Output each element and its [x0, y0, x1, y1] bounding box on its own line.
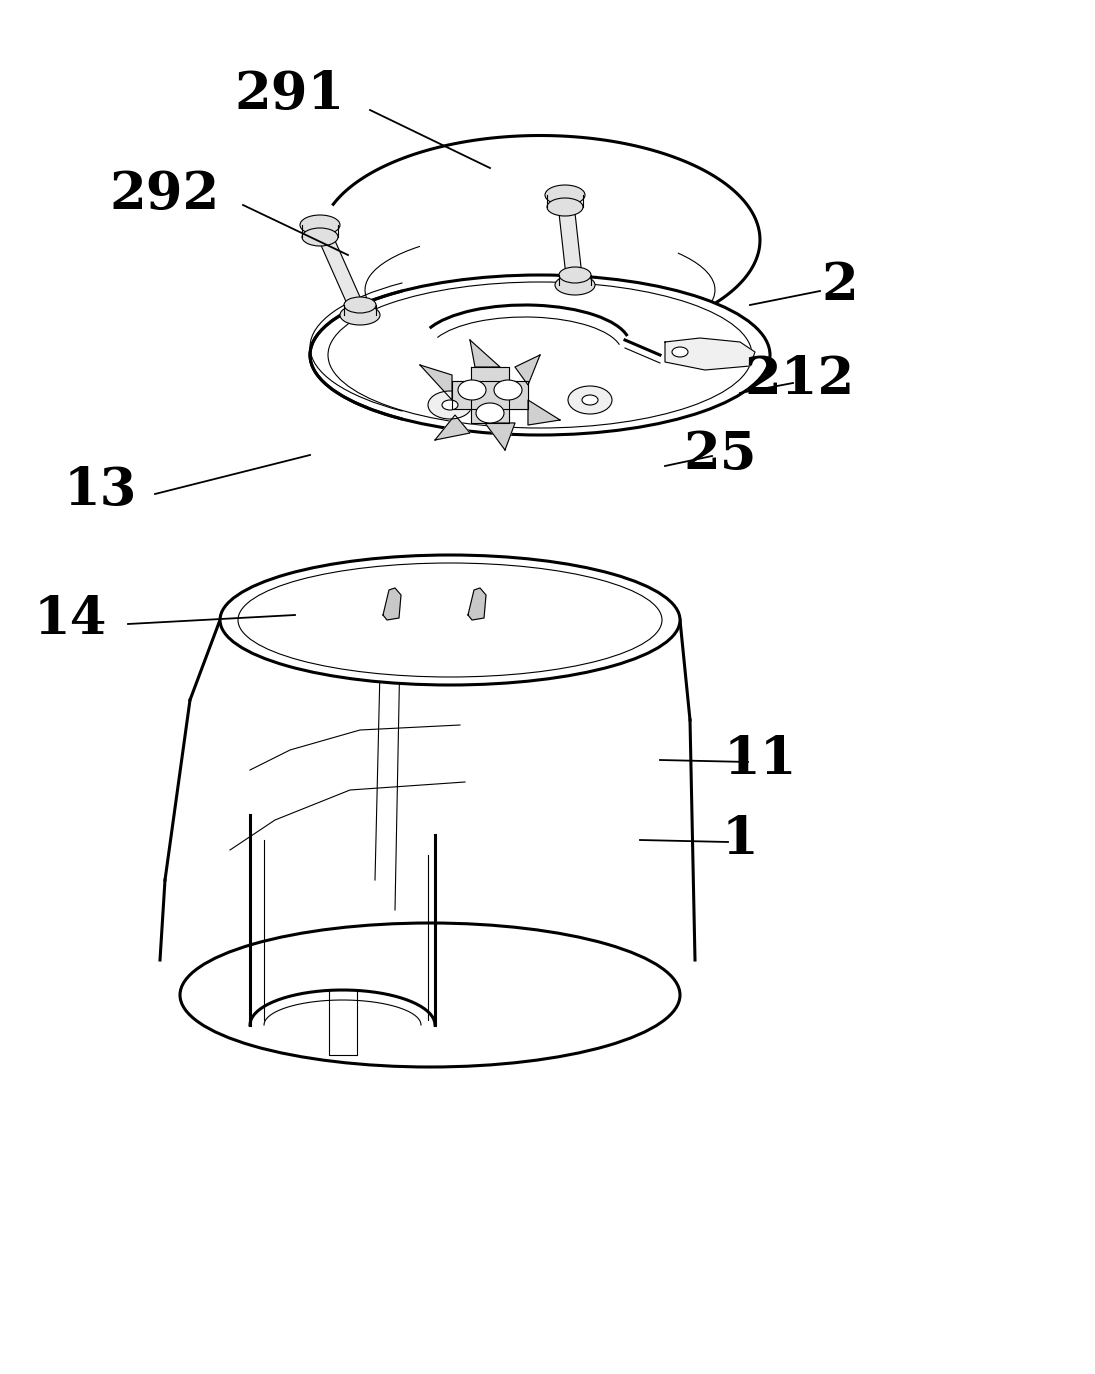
Text: 11: 11 — [724, 735, 797, 786]
Ellipse shape — [568, 386, 612, 414]
Polygon shape — [470, 339, 500, 367]
Polygon shape — [452, 381, 528, 409]
Ellipse shape — [545, 185, 585, 205]
Ellipse shape — [428, 392, 472, 419]
Text: 2: 2 — [821, 260, 858, 311]
Text: 13: 13 — [64, 464, 137, 515]
Polygon shape — [557, 195, 583, 284]
Polygon shape — [420, 365, 452, 400]
Polygon shape — [515, 354, 540, 385]
Ellipse shape — [494, 381, 522, 400]
Polygon shape — [383, 588, 401, 620]
Polygon shape — [312, 225, 368, 315]
Polygon shape — [468, 588, 486, 620]
Ellipse shape — [442, 400, 458, 409]
Ellipse shape — [458, 381, 486, 400]
Polygon shape — [435, 415, 470, 440]
Text: 212: 212 — [745, 354, 855, 405]
Ellipse shape — [344, 297, 376, 313]
Polygon shape — [485, 423, 515, 451]
Polygon shape — [471, 367, 509, 423]
Ellipse shape — [302, 228, 338, 246]
Ellipse shape — [220, 555, 680, 686]
Ellipse shape — [672, 348, 688, 357]
Ellipse shape — [310, 275, 770, 436]
Ellipse shape — [300, 214, 341, 235]
Ellipse shape — [341, 305, 380, 326]
Ellipse shape — [555, 275, 595, 295]
Polygon shape — [528, 400, 560, 425]
Polygon shape — [665, 338, 754, 370]
Text: 291: 291 — [234, 70, 345, 121]
Ellipse shape — [180, 923, 680, 1068]
Text: 1: 1 — [722, 815, 759, 866]
Ellipse shape — [583, 394, 598, 405]
Ellipse shape — [548, 198, 583, 216]
Text: 25: 25 — [683, 430, 757, 481]
Text: 14: 14 — [33, 595, 106, 646]
Text: 292: 292 — [110, 169, 220, 220]
Ellipse shape — [476, 403, 504, 423]
Ellipse shape — [560, 267, 591, 283]
